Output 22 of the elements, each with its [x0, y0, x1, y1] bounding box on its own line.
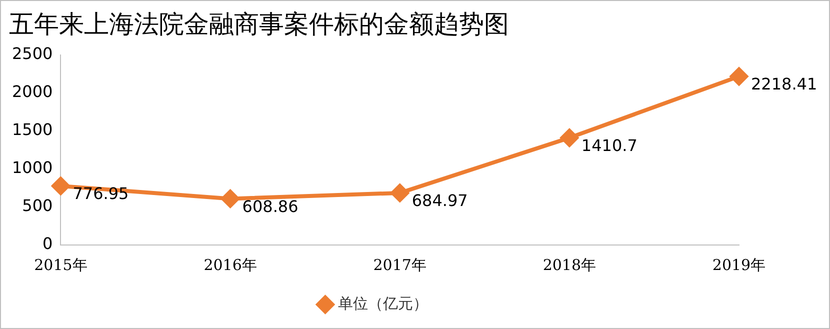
point [52, 176, 70, 195]
y-tick-label: 2500 [12, 44, 53, 64]
x-tick-label: 2016年 [204, 256, 257, 274]
data-label: 684.97 [412, 191, 468, 210]
x-tick-label: 2015年 [34, 256, 88, 274]
data-label: 1410.7 [581, 136, 638, 155]
legend-label: 单位（亿元） [338, 294, 428, 312]
x-tick-label: 2017年 [373, 256, 426, 274]
chart-title: 五年来上海法院金融商事案件标的金额趋势图 [9, 10, 509, 38]
y-tick-label: 2000 [12, 82, 53, 102]
point [730, 67, 748, 86]
y-tick-label: 500 [22, 196, 53, 216]
point [221, 190, 240, 208]
y-tick-label: 1000 [12, 158, 53, 178]
data-label: 608.86 [242, 196, 298, 216]
data-label: 2218.41 [751, 74, 818, 94]
point [390, 184, 409, 202]
x-tick-label: 2018年 [542, 256, 596, 274]
y-tick-label: 1500 [12, 120, 53, 140]
y-tick-label: 0 [42, 234, 53, 254]
x-tick-label: 2019年 [712, 256, 766, 274]
point [560, 128, 578, 147]
